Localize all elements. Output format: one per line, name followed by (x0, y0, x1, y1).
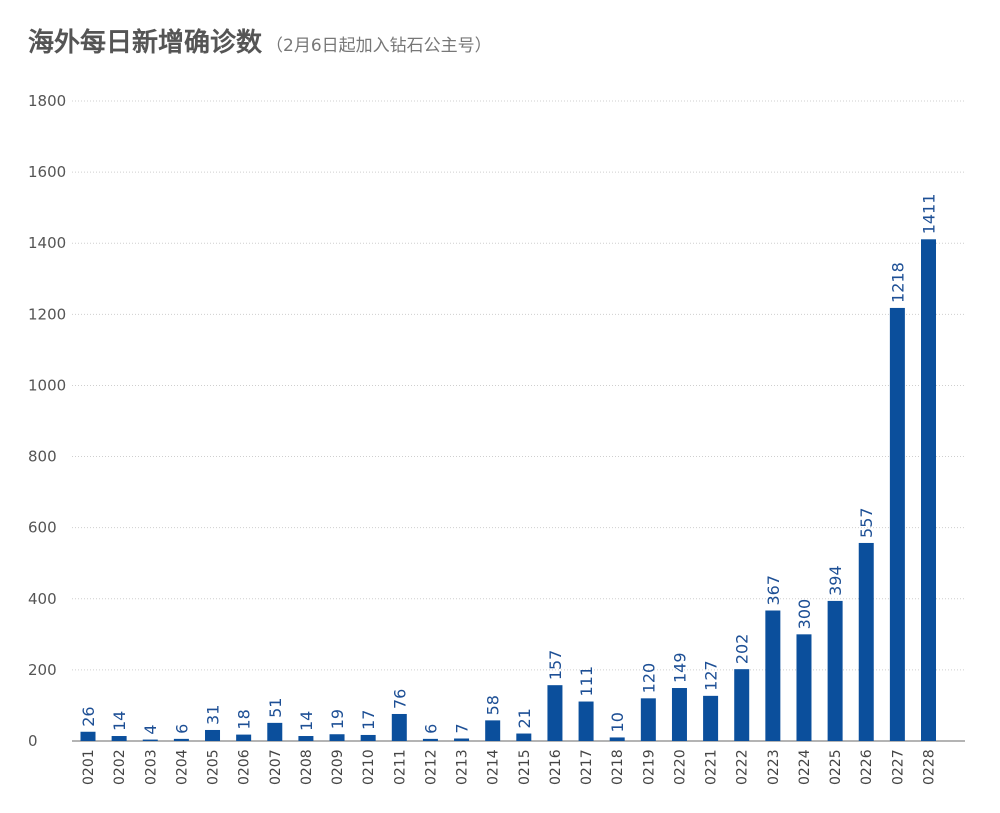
bar (422, 738, 438, 741)
bar (671, 688, 687, 741)
y-tick-label: 1400 (28, 234, 66, 252)
data-label: 18 (235, 709, 254, 729)
chart-title: 海外每日新增确诊数 (28, 28, 263, 58)
bar (329, 734, 345, 741)
x-tick-label: 0213 (455, 749, 471, 785)
data-label: 14 (110, 711, 129, 731)
bar (111, 736, 127, 741)
x-tick-label: 0205 (206, 749, 222, 785)
data-label: 1411 (920, 194, 939, 235)
bar (640, 698, 656, 741)
data-label: 111 (577, 666, 596, 697)
data-label: 14 (297, 711, 316, 731)
y-tick-label: 0 (28, 732, 38, 750)
bar (173, 738, 189, 741)
bar (391, 713, 407, 741)
x-tick-label: 0210 (361, 749, 377, 785)
y-tick-label: 400 (28, 590, 57, 608)
bar (80, 731, 96, 741)
y-tick-label: 200 (28, 661, 57, 679)
data-label: 51 (266, 698, 285, 718)
bar (796, 634, 812, 741)
data-label: 6 (172, 724, 191, 734)
bar (921, 239, 936, 742)
bar (703, 695, 719, 741)
x-tick-label: 0203 (143, 749, 159, 785)
x-tick-label: 0209 (330, 749, 346, 785)
y-tick-label: 1200 (28, 305, 66, 323)
chart-subtitle: （2月6日起加入钻石公主号） (266, 36, 492, 56)
x-tick-label: 0227 (890, 749, 906, 785)
data-label: 19 (328, 709, 347, 729)
y-tick-label: 1800 (28, 92, 66, 110)
x-tick-label: 0224 (797, 749, 813, 785)
data-label: 4 (141, 724, 160, 734)
data-label: 202 (733, 634, 752, 665)
x-tick-label: 0221 (704, 749, 720, 785)
bar (485, 720, 501, 741)
data-label: 557 (857, 507, 876, 538)
bar (205, 729, 221, 741)
data-label: 149 (670, 652, 689, 683)
bar (547, 685, 563, 741)
bar (734, 669, 750, 741)
x-tick-label: 0206 (237, 749, 253, 785)
x-tick-label: 0228 (922, 749, 938, 785)
bar (360, 734, 376, 741)
data-label: 127 (702, 660, 721, 691)
bar (454, 738, 470, 741)
data-label: 394 (826, 565, 845, 596)
y-tick-label: 1600 (28, 163, 66, 181)
x-tick-label: 0208 (299, 749, 315, 785)
bar (298, 736, 314, 741)
x-tick-label: 0222 (735, 749, 751, 785)
x-tick-label: 0201 (81, 749, 97, 785)
bar (267, 722, 283, 741)
data-label: 120 (639, 663, 658, 694)
x-tick-label: 0226 (859, 749, 875, 785)
y-tick-label: 800 (28, 448, 57, 466)
data-label: 31 (204, 705, 223, 725)
data-label: 6 (421, 724, 440, 734)
y-tick-label: 1000 (28, 376, 66, 394)
bar (578, 701, 594, 741)
bar (858, 542, 874, 741)
x-tick-label: 0202 (112, 749, 128, 785)
data-label: 300 (795, 599, 814, 630)
data-label: 7 (453, 723, 472, 733)
data-label: 76 (390, 689, 409, 709)
bar (827, 600, 843, 741)
x-tick-label: 0217 (579, 749, 595, 785)
x-tick-label: 0214 (486, 749, 502, 785)
data-label: 1218 (888, 262, 907, 303)
data-label: 21 (515, 708, 534, 728)
x-tick-label: 0216 (548, 749, 564, 785)
data-label: 17 (359, 710, 378, 730)
bar (889, 307, 905, 741)
x-tick-label: 0215 (517, 749, 533, 785)
bar (765, 610, 781, 741)
x-tick-label: 0212 (423, 749, 439, 785)
x-tick-label: 0223 (766, 749, 782, 785)
chart-title-block: 海外每日新增确诊数 （2月6日起加入钻石公主号） (28, 22, 492, 59)
x-tick-label: 0207 (268, 749, 284, 785)
bar (236, 734, 252, 741)
x-tick-label: 0225 (828, 749, 844, 785)
x-tick-label: 0211 (392, 749, 408, 785)
data-label: 367 (764, 575, 783, 606)
data-label: 26 (79, 706, 98, 726)
x-tick-label: 0220 (672, 749, 688, 785)
bar (142, 739, 158, 741)
x-tick-label: 0219 (641, 749, 657, 785)
x-tick-label: 0204 (174, 749, 190, 785)
data-label: 58 (484, 695, 503, 715)
x-tick-label: 0218 (610, 749, 626, 785)
data-label: 10 (608, 712, 627, 732)
data-label: 157 (546, 650, 565, 681)
bar (516, 733, 532, 741)
bar (609, 737, 625, 741)
y-tick-label: 600 (28, 519, 57, 537)
